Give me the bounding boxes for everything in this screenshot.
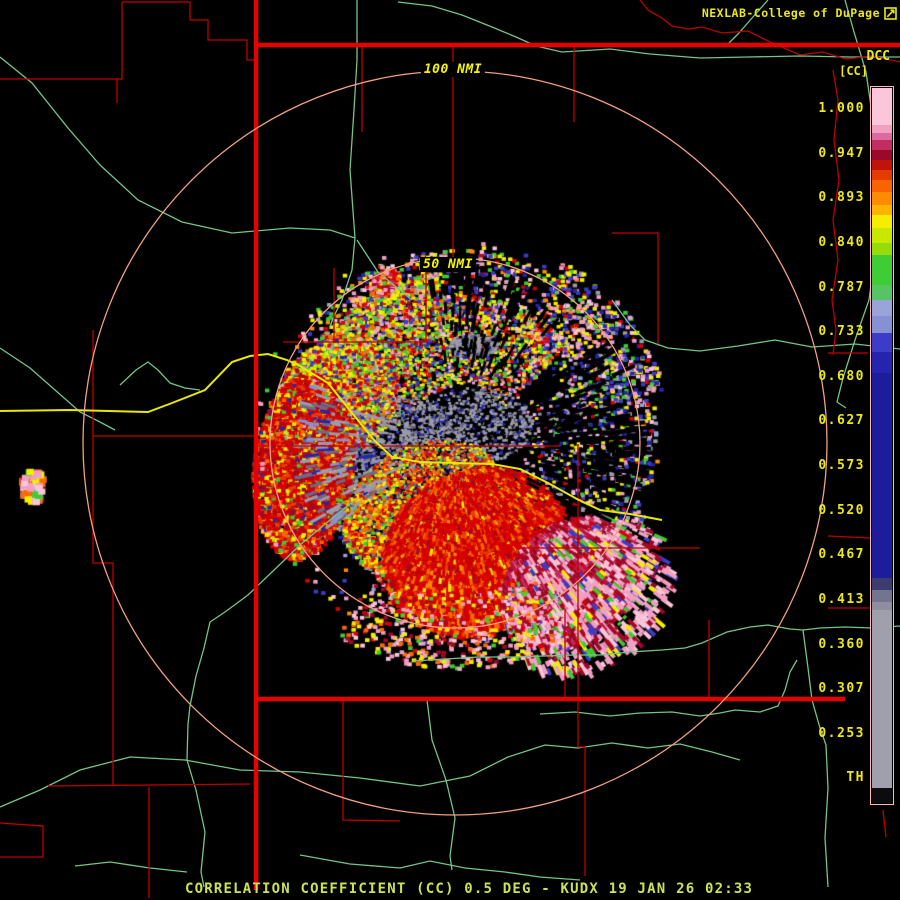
brand-text: NEXLAB-College of DuPage bbox=[701, 6, 880, 20]
range-ring-label-50nmi: 50 NMI bbox=[420, 257, 476, 272]
nexlab-logo-icon bbox=[884, 6, 897, 20]
brand-header: NEXLAB-College of DuPage bbox=[702, 6, 897, 20]
colorbar-gradient bbox=[872, 88, 892, 803]
colorbar bbox=[870, 86, 894, 805]
colorbar-units-label: [CC] bbox=[839, 64, 868, 78]
range-ring-label-100nmi: 100 NMI bbox=[420, 62, 486, 77]
colorbar-title: DCC bbox=[866, 49, 890, 64]
status-bar-text: CORRELATION COEFFICIENT (CC) 0.5 DEG - K… bbox=[185, 881, 754, 897]
colorbar-threshold-label: TH bbox=[846, 770, 865, 785]
